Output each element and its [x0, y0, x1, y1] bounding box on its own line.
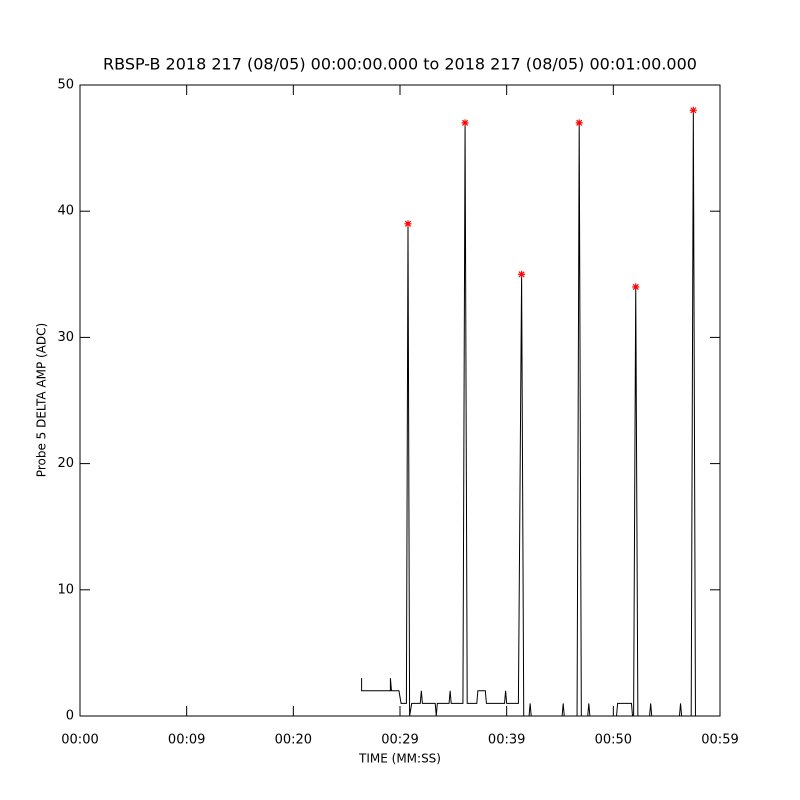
marker-stroke — [576, 119, 583, 126]
marker-stroke — [404, 220, 412, 227]
x-tick-label: 00:50 — [595, 733, 632, 748]
peak-marker — [689, 106, 697, 114]
y-tick-label: 20 — [57, 456, 74, 471]
x-tick-label: 00:09 — [168, 733, 205, 748]
peak-marker — [404, 220, 412, 228]
marker-stroke — [690, 107, 697, 114]
y-tick-label: 30 — [57, 330, 74, 345]
y-axis-label: Probe 5 DELTA AMP (ADC) — [35, 323, 49, 477]
peak-marker — [575, 119, 583, 127]
y-tick-label: 40 — [57, 204, 74, 219]
marker-stroke — [518, 271, 525, 278]
x-tick-label: 00:39 — [488, 733, 525, 748]
peak-marker — [461, 119, 469, 127]
x-tick-label: 00:00 — [61, 733, 98, 748]
y-tick-label: 0 — [66, 709, 74, 724]
peak-marker — [518, 270, 526, 278]
x-tick-label: 00:20 — [275, 733, 312, 748]
x-tick-label: 00:29 — [381, 733, 418, 748]
y-tick-label: 50 — [57, 78, 74, 93]
y-tick-label: 10 — [57, 582, 74, 597]
marker-stroke — [632, 283, 639, 290]
x-tick-label: 00:59 — [701, 733, 738, 748]
marker-stroke — [462, 119, 469, 126]
peak-marker — [632, 283, 640, 291]
chart-title: RBSP-B 2018 217 (08/05) 00:00:00.000 to … — [103, 55, 697, 74]
x-axis-label: TIME (MM:SS) — [358, 752, 441, 766]
